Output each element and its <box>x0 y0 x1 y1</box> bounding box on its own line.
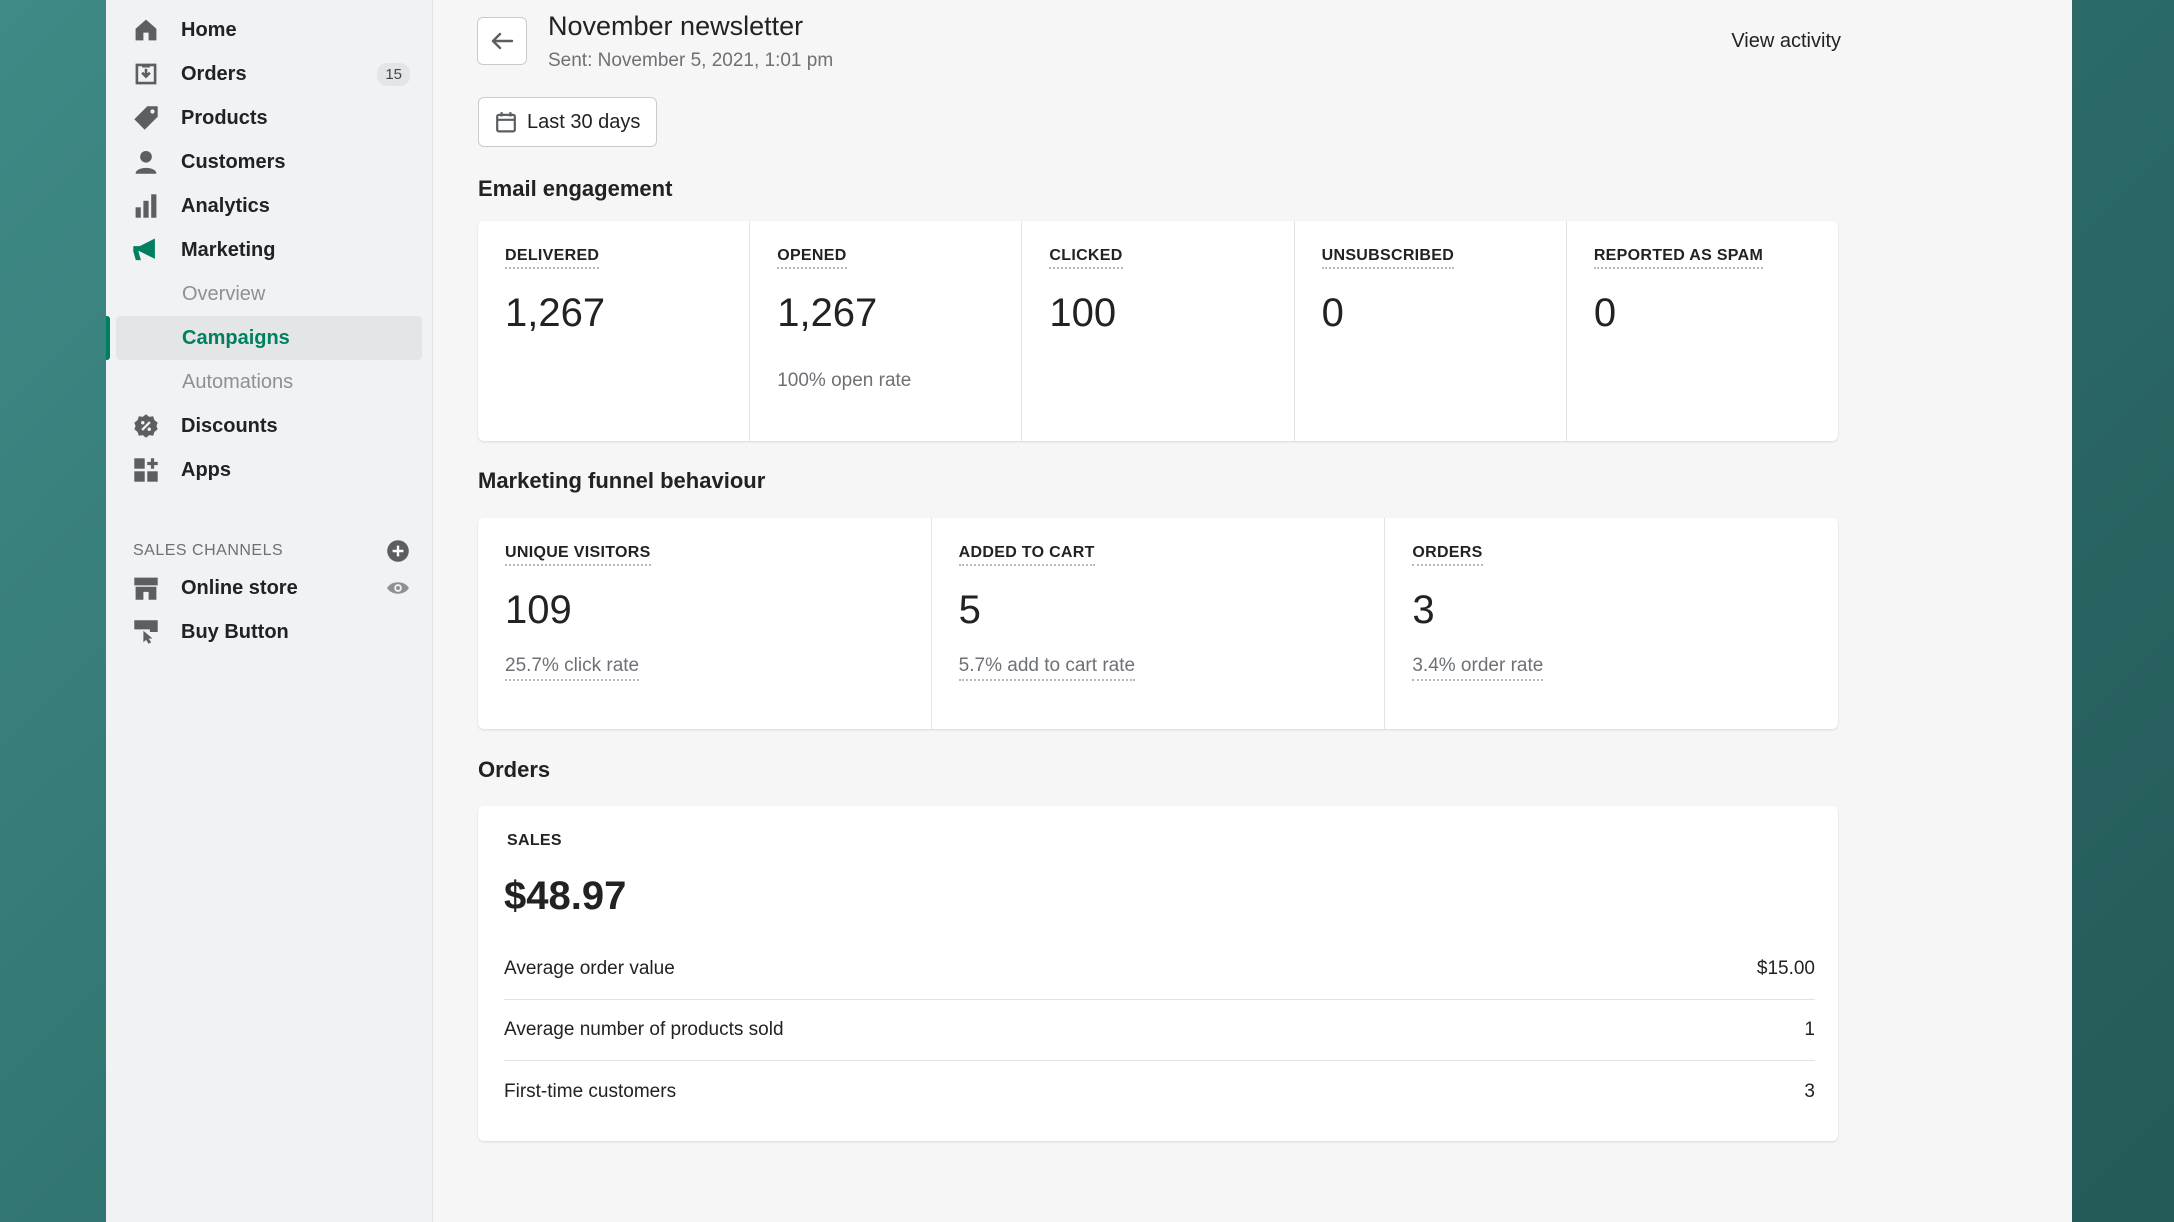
tag-icon <box>132 104 160 132</box>
metric-value: 0 <box>1321 291 1344 335</box>
sidebar-item-home[interactable]: Home <box>106 8 432 52</box>
sales-value: $48.97 <box>504 874 627 918</box>
metric-orders: ORDERS 3 3.4% order rate <box>1385 518 1838 729</box>
add-to-cart-rate[interactable]: 5.7% add to cart rate <box>958 655 1136 681</box>
sales-channels-header: SALES CHANNELS <box>106 536 432 566</box>
back-button[interactable] <box>477 17 527 65</box>
table-row: Average number of products sold 1 <box>504 1000 1815 1061</box>
metric-label[interactable]: REPORTED AS SPAM <box>1593 247 1764 269</box>
person-icon <box>132 148 160 176</box>
eye-icon[interactable] <box>386 577 410 604</box>
add-channel-icon[interactable] <box>386 539 410 563</box>
metric-value: 1,267 <box>777 291 878 335</box>
metric-label[interactable]: ORDERS <box>1412 544 1483 566</box>
metric-value: 3 <box>1412 588 1435 632</box>
view-activity-button[interactable]: View activity <box>1731 30 1841 52</box>
metric-label[interactable]: DELIVERED <box>505 247 600 269</box>
sidebar-item-orders[interactable]: Orders 15 <box>106 52 432 96</box>
table-row: Average order value $15.00 <box>504 939 1815 1000</box>
order-rate[interactable]: 3.4% order rate <box>1412 655 1544 681</box>
sidebar-item-label: Buy Button <box>181 620 289 643</box>
metric-label[interactable]: UNIQUE VISITORS <box>505 544 651 566</box>
metric-unique-visitors: UNIQUE VISITORS 109 25.7% click rate <box>478 518 932 729</box>
bar-chart-icon <box>132 192 160 220</box>
row-label: First-time customers <box>504 1080 677 1102</box>
funnel-card: UNIQUE VISITORS 109 25.7% click rate ADD… <box>478 518 1838 729</box>
metric-label[interactable]: ADDED TO CART <box>958 544 1095 566</box>
sidebar-item-online-store[interactable]: Online store <box>106 566 432 610</box>
sidebar-item-label: Analytics <box>181 194 270 217</box>
metric-opened: OPENED 1,267 100% open rate <box>750 221 1023 441</box>
sidebar: Home Orders 15 Products Customers Anal <box>106 0 433 1222</box>
metric-reported-spam: REPORTED AS SPAM 0 <box>1567 221 1838 441</box>
click-rate[interactable]: 25.7% click rate <box>505 655 640 681</box>
email-engagement-card: DELIVERED 1,267 OPENED 1,267 100% open r… <box>478 221 1838 441</box>
sidebar-item-analytics[interactable]: Analytics <box>106 184 432 228</box>
arrow-left-icon <box>491 32 514 50</box>
sidebar-item-label: Marketing <box>181 238 276 261</box>
funnel-heading: Marketing funnel behaviour <box>478 468 766 493</box>
metric-label[interactable]: CLICKED <box>1049 247 1123 269</box>
row-value: 1 <box>1804 1019 1815 1040</box>
sent-date: Sent: November 5, 2021, 1:01 pm <box>548 50 834 71</box>
sidebar-item-apps[interactable]: Apps <box>106 448 432 492</box>
home-icon <box>132 16 160 44</box>
sidebar-item-marketing[interactable]: Marketing <box>106 228 432 272</box>
sidebar-item-customers[interactable]: Customers <box>106 140 432 184</box>
discount-icon <box>132 412 160 440</box>
email-engagement-heading: Email engagement <box>478 176 673 201</box>
sidebar-item-products[interactable]: Products <box>106 96 432 140</box>
sidebar-item-label: Customers <box>181 150 286 173</box>
sidebar-item-buy-button[interactable]: Buy Button <box>106 610 432 654</box>
metric-clicked: CLICKED 100 <box>1022 221 1295 441</box>
orders-details: Average order value $15.00 Average numbe… <box>504 939 1815 1122</box>
sidebar-subitem-campaigns[interactable]: Campaigns <box>106 316 422 360</box>
sidebar-item-discounts[interactable]: Discounts <box>106 404 432 448</box>
sidebar-item-label: Home <box>181 18 237 41</box>
metric-value: 1,267 <box>505 291 606 335</box>
store-icon <box>132 574 160 602</box>
orders-heading: Orders <box>478 757 551 782</box>
row-label: Average order value <box>504 958 675 979</box>
open-rate: 100% open rate <box>777 370 912 391</box>
sidebar-item-label: Apps <box>181 458 231 481</box>
orders-icon <box>132 60 160 88</box>
sidebar-item-label: Discounts <box>181 414 278 437</box>
metric-label[interactable]: UNSUBSCRIBED <box>1321 247 1455 269</box>
date-range-label: Last 30 days <box>527 110 641 133</box>
row-label: Average number of products sold <box>504 1019 784 1040</box>
sidebar-subitem-overview[interactable]: Overview <box>182 282 266 305</box>
orders-count-badge: 15 <box>377 62 410 86</box>
row-value: $15.00 <box>1756 958 1815 979</box>
metric-added-to-cart: ADDED TO CART 5 5.7% add to cart rate <box>932 518 1386 729</box>
metric-value: 5 <box>958 588 981 632</box>
sidebar-item-label: Online store <box>181 576 298 599</box>
row-value: 3 <box>1804 1080 1815 1102</box>
metric-unsubscribed: UNSUBSCRIBED 0 <box>1295 221 1567 441</box>
sales-label: SALES <box>507 832 562 849</box>
sidebar-subitem-automations[interactable]: Automations <box>182 370 294 393</box>
metric-value: 109 <box>505 588 572 632</box>
sales-channels-title: SALES CHANNELS <box>133 542 284 559</box>
calendar-icon <box>496 112 516 133</box>
metric-value: 100 <box>1049 291 1117 335</box>
metric-delivered: DELIVERED 1,267 <box>478 221 751 441</box>
buy-button-icon <box>132 618 160 646</box>
metric-value: 0 <box>1593 291 1617 335</box>
megaphone-icon <box>132 236 160 264</box>
orders-card: SALES $48.97 Average order value $15.00 … <box>478 806 1838 1141</box>
table-row: First-time customers 3 <box>504 1061 1815 1122</box>
sidebar-item-label: Products <box>181 106 268 129</box>
page-title: November newsletter <box>548 11 804 41</box>
date-range-button[interactable]: Last 30 days <box>478 97 658 147</box>
apps-icon <box>132 456 160 484</box>
metric-label[interactable]: OPENED <box>777 247 847 269</box>
sidebar-item-label: Orders <box>181 62 247 85</box>
